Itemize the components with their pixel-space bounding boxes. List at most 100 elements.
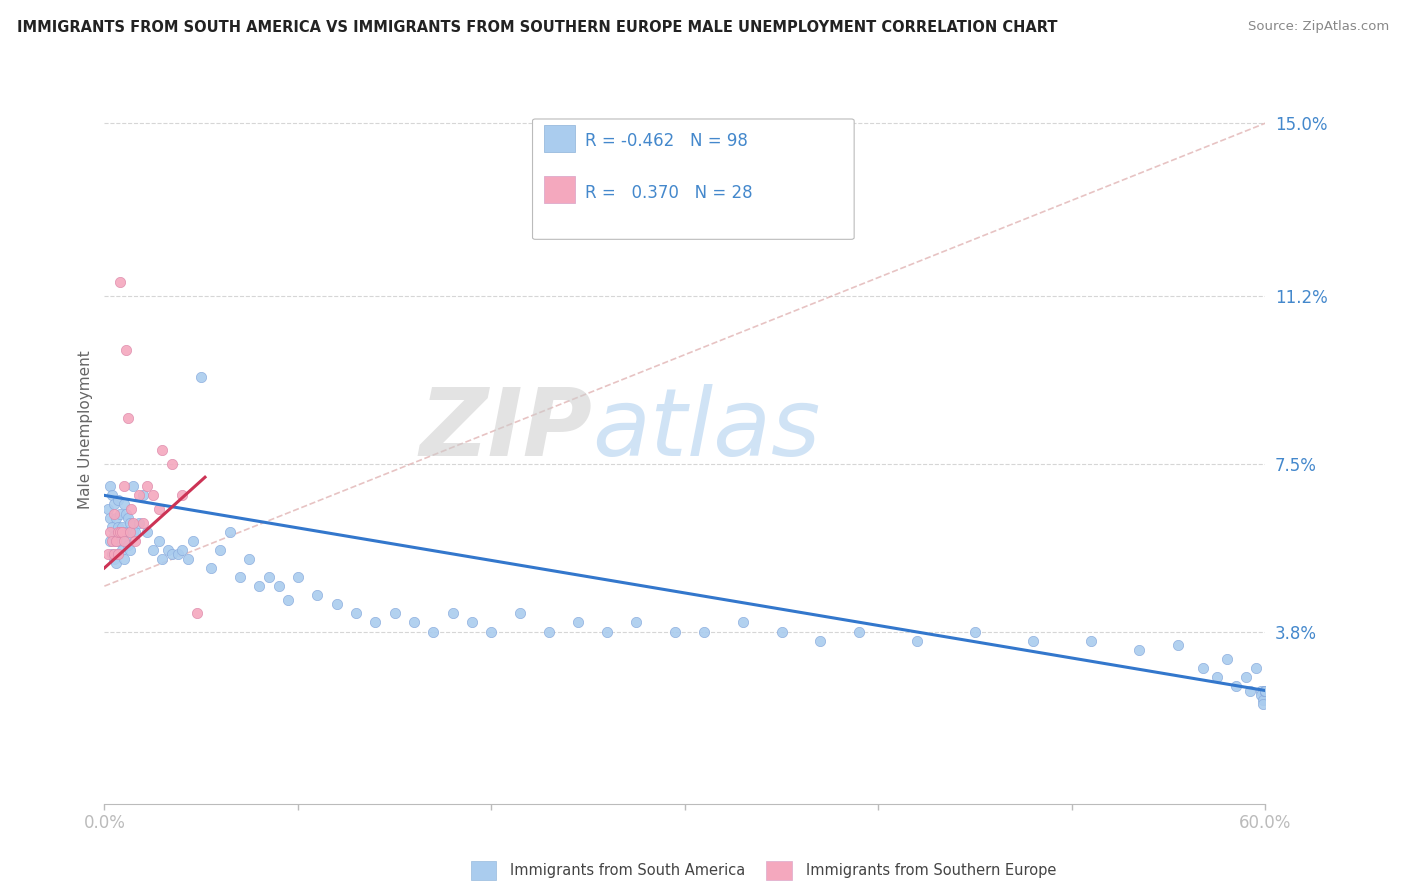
Point [1250,688,1272,702]
Point [152,442,174,457]
Point [664,624,686,639]
Text: IMMIGRANTS FROM SOUTH AMERICA VS IMMIGRANTS FROM SOUTHERN EUROPE MALE UNEMPLOYME: IMMIGRANTS FROM SOUTH AMERICA VS IMMIGRA… [17,20,1057,35]
Text: Immigrants from South America: Immigrants from South America [510,863,745,878]
Point [267,579,290,593]
Point [229,570,252,584]
Point [384,607,406,621]
Point [103,547,125,561]
Point [364,615,387,630]
Point [1215,652,1237,666]
Text: atlas: atlas [592,384,820,475]
Point [963,624,986,639]
Point [101,547,124,561]
Point [107,547,129,561]
Point [1192,661,1215,675]
Point [122,516,145,530]
Point [104,533,127,548]
Point [98,511,121,525]
Point [148,533,170,548]
Point [848,624,870,639]
Point [219,524,242,539]
Point [128,488,150,502]
Point [112,552,135,566]
Point [117,511,139,525]
Point [104,511,127,525]
Point [112,479,135,493]
Text: Source: ZipAtlas.com: Source: ZipAtlas.com [1249,20,1389,33]
Point [104,533,127,548]
Point [107,520,129,534]
Point [596,624,619,639]
Point [136,479,159,493]
Point [142,488,165,502]
Y-axis label: Male Unemployment: Male Unemployment [79,351,93,509]
Point [209,542,232,557]
Point [170,542,193,557]
Point [148,502,170,516]
Point [905,633,928,648]
Point [287,570,309,584]
Point [101,488,124,502]
Point [122,479,145,493]
Point [247,579,270,593]
Point [103,552,125,566]
Point [124,533,146,548]
Point [731,615,754,630]
Point [118,524,141,539]
Point [117,538,139,552]
Point [128,516,150,530]
Point [112,524,135,539]
Point [97,547,120,561]
Point [108,524,131,539]
Point [693,624,716,639]
Point [132,488,155,502]
Point [114,507,136,521]
Point [111,520,134,534]
Point [98,524,121,539]
Point [770,624,793,639]
Point [111,524,134,539]
Point [1244,661,1267,675]
Point [1254,683,1277,698]
Point [567,615,589,630]
Point [170,488,193,502]
Point [157,542,180,557]
Point [136,524,159,539]
Point [107,547,129,561]
Point [1254,683,1277,698]
Point [121,502,143,516]
Point [111,542,134,557]
Point [118,516,141,530]
Point [160,457,183,471]
Text: R = -0.462   N = 98: R = -0.462 N = 98 [585,132,748,151]
Point [190,370,212,384]
Point [103,529,125,543]
Point [441,607,464,621]
Text: Immigrants from Southern Europe: Immigrants from Southern Europe [806,863,1056,878]
Point [104,557,127,571]
Point [183,533,205,548]
Point [160,547,183,561]
Point [325,597,347,611]
Point [108,533,131,548]
Point [277,592,299,607]
Point [1128,642,1150,657]
Point [103,498,125,512]
Point [257,570,280,584]
Point [1080,633,1102,648]
Point [167,547,190,561]
Point [422,624,444,639]
Point [626,615,648,630]
Text: ZIP: ZIP [419,384,592,475]
Point [108,507,131,521]
Point [1225,679,1247,693]
Point [118,542,141,557]
Point [112,533,135,548]
Point [1239,683,1261,698]
Point [344,607,367,621]
Point [238,552,260,566]
Point [808,633,831,648]
Point [200,561,222,575]
Point [538,624,561,639]
Point [1250,683,1272,698]
